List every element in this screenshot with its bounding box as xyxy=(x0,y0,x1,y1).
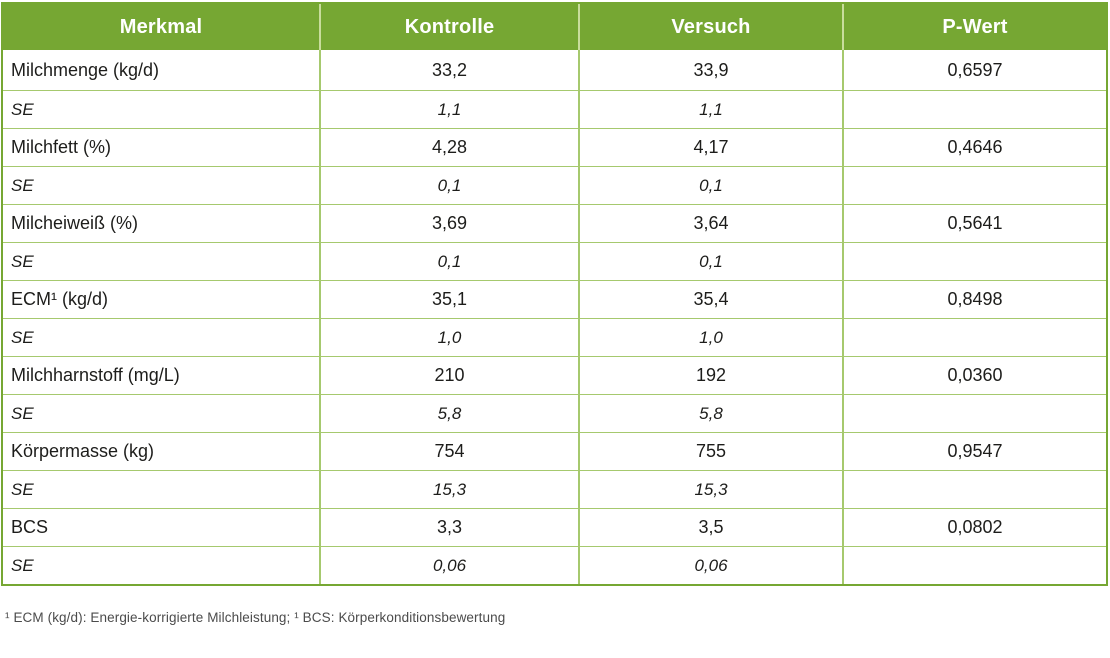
versuch-cell: 0,1 xyxy=(578,166,842,204)
merkmal-cell: SE xyxy=(3,242,319,280)
se-row: SE 1,1 1,1 xyxy=(3,90,1106,128)
p-wert-cell: 0,9547 xyxy=(842,432,1106,470)
versuch-cell: 192 xyxy=(578,356,842,394)
kontrolle-cell: 210 xyxy=(319,356,578,394)
se-row: SE 0,06 0,06 xyxy=(3,546,1106,584)
p-wert-cell: 0,5641 xyxy=(842,204,1106,242)
merkmal-cell: Milchmenge (kg/d) xyxy=(3,50,319,90)
merkmal-cell: SE xyxy=(3,546,319,584)
kontrolle-cell: 0,1 xyxy=(319,242,578,280)
kontrolle-cell: 3,3 xyxy=(319,508,578,546)
kontrolle-cell: 1,1 xyxy=(319,90,578,128)
p-wert-cell xyxy=(842,90,1106,128)
p-wert-cell: 0,6597 xyxy=(842,50,1106,90)
se-row: SE 15,3 15,3 xyxy=(3,470,1106,508)
merkmal-cell: SE xyxy=(3,318,319,356)
p-wert-cell: 0,0802 xyxy=(842,508,1106,546)
footnote: ¹ ECM (kg/d): Energie-korrigierte Milchl… xyxy=(5,610,506,625)
versuch-cell: 3,5 xyxy=(578,508,842,546)
merkmal-cell: SE xyxy=(3,470,319,508)
trait-row: BCS 3,3 3,5 0,0802 xyxy=(3,508,1106,546)
trait-row: ECM¹ (kg/d) 35,1 35,4 0,8498 xyxy=(3,280,1106,318)
versuch-cell: 1,1 xyxy=(578,90,842,128)
header-merkmal: Merkmal xyxy=(3,4,319,50)
kontrolle-cell: 4,28 xyxy=(319,128,578,166)
p-wert-cell xyxy=(842,242,1106,280)
merkmal-cell: Milchfett (%) xyxy=(3,128,319,166)
header-versuch: Versuch xyxy=(578,4,842,50)
kontrolle-cell: 15,3 xyxy=(319,470,578,508)
merkmal-cell: BCS xyxy=(3,508,319,546)
trait-row: Körpermasse (kg) 754 755 0,9547 xyxy=(3,432,1106,470)
kontrolle-cell: 33,2 xyxy=(319,50,578,90)
p-wert-cell xyxy=(842,546,1106,584)
versuch-cell: 1,0 xyxy=(578,318,842,356)
p-wert-cell: 0,0360 xyxy=(842,356,1106,394)
p-wert-cell xyxy=(842,470,1106,508)
se-row: SE 5,8 5,8 xyxy=(3,394,1106,432)
kontrolle-cell: 0,06 xyxy=(319,546,578,584)
p-wert-cell xyxy=(842,318,1106,356)
se-row: SE 1,0 1,0 xyxy=(3,318,1106,356)
kontrolle-cell: 0,1 xyxy=(319,166,578,204)
kontrolle-cell: 3,69 xyxy=(319,204,578,242)
kontrolle-cell: 754 xyxy=(319,432,578,470)
versuch-cell: 4,17 xyxy=(578,128,842,166)
versuch-cell: 33,9 xyxy=(578,50,842,90)
se-row: SE 0,1 0,1 xyxy=(3,242,1106,280)
header-p-wert: P-Wert xyxy=(842,4,1106,50)
trait-row: Milchmenge (kg/d) 33,2 33,9 0,6597 xyxy=(3,50,1106,90)
merkmal-cell: Milcheiweiß (%) xyxy=(3,204,319,242)
trait-row: Milchfett (%) 4,28 4,17 0,4646 xyxy=(3,128,1106,166)
versuch-cell: 0,06 xyxy=(578,546,842,584)
versuch-cell: 0,1 xyxy=(578,242,842,280)
merkmal-cell: Körpermasse (kg) xyxy=(3,432,319,470)
kontrolle-cell: 5,8 xyxy=(319,394,578,432)
p-wert-cell xyxy=(842,394,1106,432)
trait-row: Milcheiweiß (%) 3,69 3,64 0,5641 xyxy=(3,204,1106,242)
merkmal-cell: ECM¹ (kg/d) xyxy=(3,280,319,318)
versuch-cell: 15,3 xyxy=(578,470,842,508)
kontrolle-cell: 1,0 xyxy=(319,318,578,356)
merkmal-cell: Milchharnstoff (mg/L) xyxy=(3,356,319,394)
versuch-cell: 3,64 xyxy=(578,204,842,242)
p-wert-cell: 0,4646 xyxy=(842,128,1106,166)
versuch-cell: 5,8 xyxy=(578,394,842,432)
merkmal-cell: SE xyxy=(3,166,319,204)
header-kontrolle: Kontrolle xyxy=(319,4,578,50)
versuch-cell: 35,4 xyxy=(578,280,842,318)
kontrolle-cell: 35,1 xyxy=(319,280,578,318)
merkmal-cell: SE xyxy=(3,90,319,128)
trait-row: Milchharnstoff (mg/L) 210 192 0,0360 xyxy=(3,356,1106,394)
header-row: Merkmal Kontrolle Versuch P-Wert xyxy=(3,4,1106,50)
merkmal-cell: SE xyxy=(3,394,319,432)
p-wert-cell: 0,8498 xyxy=(842,280,1106,318)
se-row: SE 0,1 0,1 xyxy=(3,166,1106,204)
results-table: Merkmal Kontrolle Versuch P-Wert Milchme… xyxy=(1,2,1108,586)
p-wert-cell xyxy=(842,166,1106,204)
versuch-cell: 755 xyxy=(578,432,842,470)
